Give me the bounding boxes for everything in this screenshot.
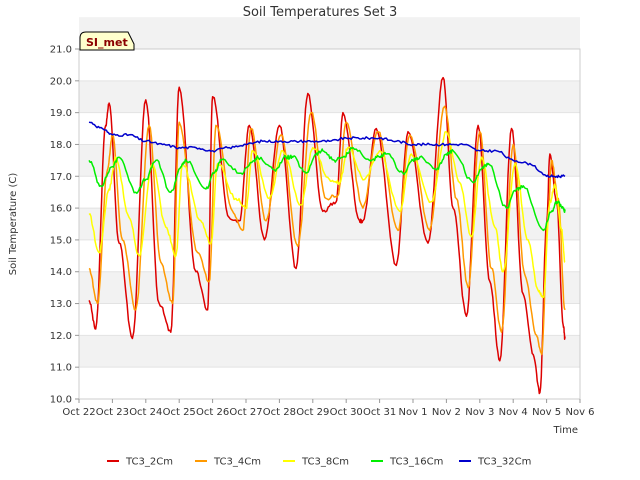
legend-label: TC3_4Cm xyxy=(213,457,261,468)
legend-label: TC3_16Cm xyxy=(389,457,443,468)
y-tick-label: 11.0 xyxy=(50,363,72,374)
x-tick-label: Nov 3 xyxy=(465,407,494,418)
grid-band xyxy=(79,80,580,113)
y-tick-label: 12.0 xyxy=(50,331,72,342)
y-axis-ticks: 10.0 11.0 12.0 13.0 14.0 15.0 16.0 17.0 18.0 19.0… xyxy=(50,45,79,406)
series-line-tc3_32cm xyxy=(88,121,566,179)
y-tick-label: 21.0 xyxy=(50,45,72,56)
series-line-tc3_2cm xyxy=(88,76,566,395)
x-tick-label: Oct 22 xyxy=(62,407,95,418)
x-tick-label: Oct 25 xyxy=(163,407,196,418)
y-tick-label: 15.0 xyxy=(50,235,72,246)
x-tick-label: Nov 4 xyxy=(499,407,528,418)
x-tick-label: Oct 23 xyxy=(96,407,129,418)
y-tick-label: 20.0 xyxy=(50,76,72,87)
x-tick-label: Oct 27 xyxy=(229,407,262,418)
badge-label: SI_met xyxy=(86,36,128,49)
x-tick-label: Nov 1 xyxy=(398,407,427,418)
site-badge: SI_met xyxy=(79,31,135,51)
grid-band xyxy=(79,208,580,240)
y-tick-label: 17.0 xyxy=(50,172,72,183)
grid-band xyxy=(79,335,580,368)
series-line-tc3_16cm xyxy=(88,146,566,232)
x-axis-ticks: Oct 22 Oct 23 Oct 24 Oct 25 Oct 26 Oct 27 Oct … xyxy=(62,399,595,418)
x-tick-label: Oct 26 xyxy=(196,407,229,418)
x-tick-label: Oct 24 xyxy=(129,407,162,418)
y-tick-label: 10.0 xyxy=(50,395,72,406)
series-lines xyxy=(88,76,566,395)
legend-label: TC3_2Cm xyxy=(125,457,173,468)
x-tick-label: Oct 30 xyxy=(330,407,363,418)
x-tick-label: Nov 2 xyxy=(432,407,461,418)
plot-background-bands xyxy=(79,17,580,368)
y-tick-label: 16.0 xyxy=(50,204,72,215)
x-tick-label: Nov 5 xyxy=(532,407,561,418)
chart-title: Soil Temperatures Set 3 xyxy=(243,5,398,20)
y-tick-label: 13.0 xyxy=(50,299,72,310)
x-tick-label: Oct 29 xyxy=(296,407,329,418)
x-tick-label: Oct 28 xyxy=(263,407,296,418)
legend: TC3_2Cm TC3_4Cm TC3_8Cm TC3_16Cm TC3_32Cm xyxy=(107,457,531,468)
x-tick-label: Nov 6 xyxy=(565,407,594,418)
badge-shape xyxy=(79,31,135,51)
legend-label: TC3_32Cm xyxy=(477,457,531,468)
x-tick-label: Oct 31 xyxy=(363,407,396,418)
x-axis-label: Time xyxy=(553,425,578,436)
y-tick-label: 14.0 xyxy=(50,267,72,278)
plot-frame xyxy=(78,48,581,400)
series-line-tc3_8cm xyxy=(88,130,566,299)
legend-label: TC3_8Cm xyxy=(301,457,349,468)
series-line-tc3_4cm xyxy=(88,105,566,356)
y-tick-label: 18.0 xyxy=(50,140,72,151)
y-axis-label: Soil Temperature (C) xyxy=(8,173,19,276)
y-tick-label: 19.0 xyxy=(50,108,72,119)
grid-band xyxy=(79,17,580,49)
